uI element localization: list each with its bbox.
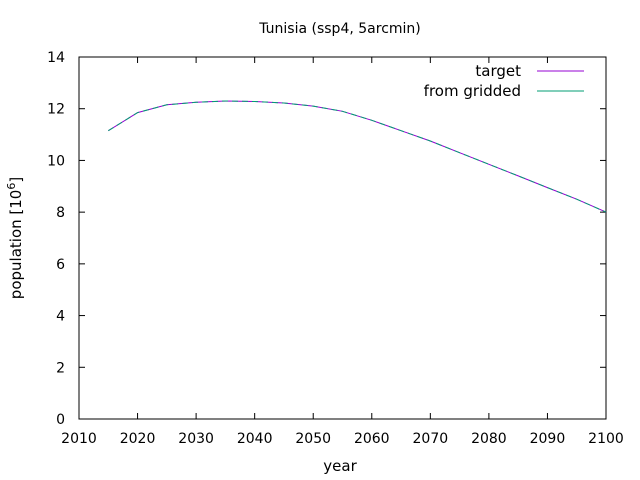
legend-label: from gridded xyxy=(424,82,521,100)
x-tick-label: 2090 xyxy=(530,431,566,447)
x-tick-label: 2050 xyxy=(295,431,331,447)
series-lines xyxy=(108,100,607,213)
y-tick-label: 12 xyxy=(47,102,65,118)
x-tick-label: 2020 xyxy=(120,431,156,447)
series-line-from-gridded xyxy=(108,100,607,213)
x-tick-label: 2080 xyxy=(471,431,507,447)
y-axis-label: population [106] xyxy=(5,177,25,299)
series-line-target xyxy=(108,100,607,213)
y-tick-label: 4 xyxy=(56,309,65,325)
legend: target from gridded xyxy=(424,62,584,100)
plot-border xyxy=(78,56,607,420)
y-axis-ticks: 0 2 4 6 8 10 12 14 xyxy=(47,50,606,428)
x-tick-label: 2040 xyxy=(237,431,273,447)
y-tick-label: 6 xyxy=(56,257,65,273)
y-tick-label: 8 xyxy=(56,205,65,221)
plot-frame xyxy=(78,56,607,420)
y-axis-label-main: population [10 xyxy=(7,190,25,300)
y-tick-label: 0 xyxy=(56,412,65,428)
x-tick-label: 2070 xyxy=(413,431,449,447)
y-axis-label-exponent: 6 xyxy=(5,183,18,190)
y-tick-label: 2 xyxy=(56,360,65,376)
x-tick-label: 2030 xyxy=(178,431,214,447)
x-axis-ticks: 2010 2020 2030 2040 2050 2060 2070 2080 2090 2100 xyxy=(61,57,624,447)
x-tick-label: 2060 xyxy=(354,431,390,447)
y-tick-label: 14 xyxy=(47,50,65,66)
x-tick-label: 2100 xyxy=(588,431,624,447)
x-axis-label: year xyxy=(323,457,357,475)
x-tick-label: 2010 xyxy=(61,431,97,447)
chart-title: Tunisia (ssp4, 5arcmin) xyxy=(258,21,421,37)
legend-label: target xyxy=(475,62,521,80)
y-tick-label: 10 xyxy=(47,153,65,169)
y-axis-label-close: ] xyxy=(7,177,25,183)
